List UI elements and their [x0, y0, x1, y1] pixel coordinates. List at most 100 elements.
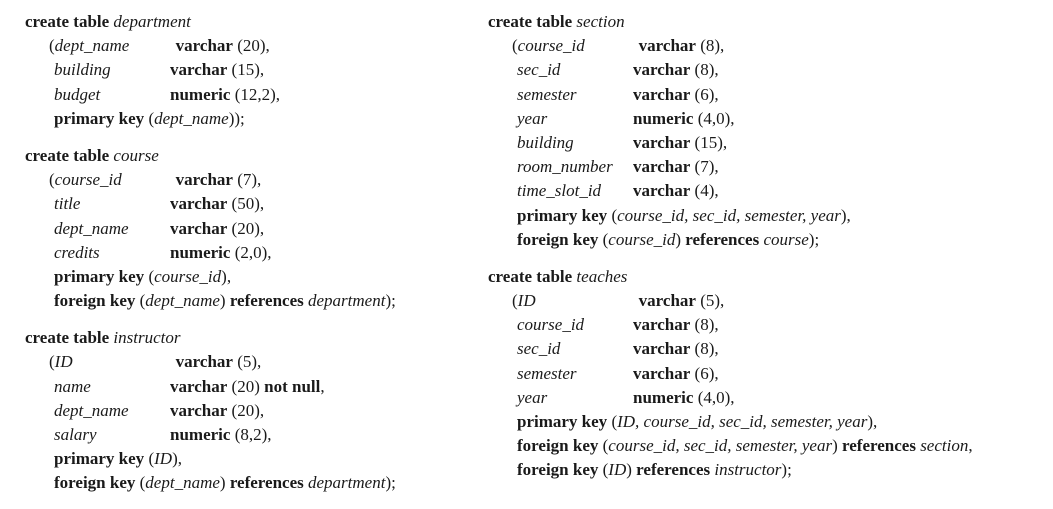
column-type: varchar — [633, 84, 691, 104]
create-table-block-teaches: create table teaches (ID varchar (5), cours… — [488, 265, 1048, 483]
column-type: varchar — [633, 339, 691, 359]
column-type-args: (50), — [227, 194, 265, 214]
column-type: varchar — [170, 218, 228, 238]
create-table-keyword: create table — [25, 328, 110, 348]
constraint-keyword: primary key — [517, 412, 608, 431]
column-definition: (dept_name varchar (20), — [25, 34, 475, 58]
constraint-end: ); — [385, 291, 396, 311]
column-type: varchar — [175, 170, 233, 190]
column-type-args: (4,0), — [693, 387, 735, 407]
constraint-open: ( — [144, 266, 155, 286]
referenced-table: course — [759, 229, 809, 249]
constraint-keyword: foreign key — [517, 460, 599, 480]
references-keyword: references — [685, 229, 760, 249]
constraint-columns: course_id, sec_id, semester, year — [617, 205, 841, 225]
column-name: building — [517, 132, 574, 152]
column-type-args: (6), — [690, 84, 719, 104]
column-definition: (course_id varchar (8), — [488, 34, 1048, 58]
create-table-block-instructor: create table instructor (ID varchar (5), na… — [25, 326, 475, 495]
column-type-args: (5), — [232, 352, 262, 372]
create-table-block-course: create table course (course_id varchar (7)… — [25, 144, 475, 313]
table-constraint: foreign key (dept_name) references depar… — [25, 471, 475, 495]
constraint-open: ( — [135, 291, 146, 311]
column-type-args: (20), — [232, 36, 270, 56]
column-definition: (course_id varchar (7), — [25, 168, 475, 192]
constraint-close: ) — [219, 473, 230, 493]
column-definition: year numeric (4,0), — [488, 107, 1048, 131]
references-keyword: references — [842, 436, 916, 456]
referenced-table: instructor — [710, 460, 782, 480]
constraint-close: ), — [221, 266, 232, 286]
table-name: teaches — [576, 266, 628, 286]
create-table-header: create table course — [25, 144, 475, 168]
column-type-args: (20), — [227, 218, 265, 238]
column-type: numeric — [633, 108, 694, 128]
column-name: name — [54, 376, 91, 396]
column-type: numeric — [170, 84, 231, 104]
column-name: year — [517, 387, 548, 407]
column-name: sec_id — [517, 60, 561, 80]
column-name: budget — [54, 84, 101, 104]
column-name: course_id — [517, 36, 585, 56]
constraint-keyword: foreign key — [54, 291, 136, 311]
create-table-block-department: create table department (dept_name varchar… — [25, 10, 475, 131]
column-type-args: (6), — [690, 363, 719, 383]
column-definition: (ID varchar (5), — [25, 350, 475, 374]
column-name: dept_name — [54, 218, 129, 238]
constraint-keyword: foreign key — [517, 436, 599, 456]
column-definition: sec_id varchar (8), — [488, 58, 1048, 82]
constraint-keyword: primary key — [54, 266, 145, 286]
column-name: salary — [54, 425, 97, 444]
table-constraint: primary key (course_id, sec_id, semester… — [488, 204, 1048, 228]
column-name: dept_name — [54, 36, 130, 56]
constraint-keyword: primary key — [517, 205, 608, 225]
create-table-keyword: create table — [25, 12, 110, 31]
constraint-columns: dept_name — [154, 108, 229, 128]
constraint-close: )); — [228, 108, 245, 128]
constraint-keyword: primary key — [54, 449, 145, 469]
table-constraint: foreign key (dept_name) references depar… — [25, 289, 475, 313]
constraint-open: ( — [598, 436, 609, 456]
references-keyword: references — [229, 291, 304, 311]
column-name: course_id — [517, 315, 585, 335]
constraint-end: ); — [781, 460, 792, 480]
column-type: numeric — [633, 387, 694, 407]
constraint-close: ), — [172, 449, 182, 469]
left-column: create table department (dept_name varchar… — [25, 10, 475, 509]
constraint-keyword: primary key — [54, 108, 145, 128]
constraint-close: ), — [867, 412, 878, 431]
column-definition: semester varchar (6), — [488, 83, 1048, 107]
constraint-columns: course_id — [608, 229, 676, 249]
column-type: varchar — [175, 36, 233, 56]
constraint-close: ) — [832, 436, 842, 456]
column-definition: credits numeric (2,0), — [25, 241, 475, 265]
column-type: numeric — [170, 242, 231, 262]
column-type-args: (4), — [690, 181, 719, 201]
table-name: instructor — [113, 328, 181, 348]
create-table-keyword: create table — [488, 266, 573, 286]
column-name: ID — [517, 291, 536, 311]
column-type-args: (8,2), — [230, 425, 272, 444]
column-definition: sec_id varchar (8), — [488, 337, 1048, 361]
constraint-open: ( — [598, 460, 609, 480]
table-constraint: primary key (ID), — [25, 447, 475, 471]
column-name: semester — [517, 363, 577, 383]
constraint-end: ); — [385, 473, 396, 493]
column-constraint: not null — [264, 376, 321, 396]
column-type: varchar — [170, 194, 228, 214]
constraint-close: ) — [626, 460, 637, 480]
column-definition: salary numeric (8,2), — [25, 423, 475, 447]
column-definition: name varchar (20) not null, — [25, 375, 475, 399]
column-name: time_slot_id — [517, 181, 602, 201]
column-name: sec_id — [517, 339, 561, 359]
constraint-open: ( — [598, 229, 609, 249]
table-constraint: primary key (course_id), — [25, 265, 475, 289]
column-type: varchar — [633, 132, 691, 152]
column-type: varchar — [170, 60, 228, 80]
create-table-header: create table section — [488, 10, 1048, 34]
constraint-columns: ID — [154, 449, 173, 469]
column-name: course_id — [54, 170, 122, 190]
column-type-args: (20), — [227, 400, 265, 420]
constraint-columns: ID — [608, 460, 627, 480]
column-type-args: (7), — [232, 170, 262, 190]
